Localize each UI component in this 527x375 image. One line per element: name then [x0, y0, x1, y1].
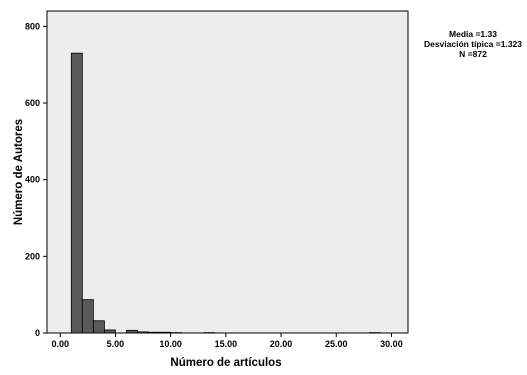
y-tick-label: 800	[25, 21, 40, 31]
stats-box: Media =1.33 Desviación típica =1.323 N =…	[424, 29, 522, 59]
y-tick-label: 200	[25, 251, 40, 261]
histogram-bar	[126, 330, 137, 333]
x-tick-label: 20.00	[270, 339, 293, 349]
y-axis-title: Número de Autores	[13, 119, 25, 225]
y-axis: 0 200 400 600 800	[25, 21, 47, 338]
x-tick-label: 25.00	[325, 339, 348, 349]
x-axis: 0.00 5.00 10.00 15.00 20.00 25.00 30.00	[51, 333, 402, 349]
x-tick-label: 30.00	[380, 339, 403, 349]
x-tick-label: 15.00	[215, 339, 238, 349]
x-tick-label: 10.00	[159, 339, 182, 349]
stat-n: N =872	[459, 49, 487, 59]
x-tick-label: 0.00	[51, 339, 69, 349]
stat-std-dev: Desviación típica =1.323	[424, 39, 522, 49]
y-tick-label: 400	[25, 175, 40, 185]
histogram-bar	[71, 53, 82, 333]
histogram-bar	[82, 300, 93, 333]
x-axis-title: Número de artículos	[170, 357, 281, 369]
histogram-bar	[149, 332, 160, 333]
histogram-bar	[160, 332, 171, 333]
stat-mean: Media =1.33	[449, 29, 497, 39]
histogram-bar	[104, 330, 115, 333]
y-tick-label: 0	[35, 328, 40, 338]
histogram-bar	[138, 332, 149, 333]
y-tick-label: 600	[25, 98, 40, 108]
x-tick-label: 5.00	[107, 339, 125, 349]
plot-area	[47, 11, 408, 333]
histogram-bar	[93, 321, 104, 333]
